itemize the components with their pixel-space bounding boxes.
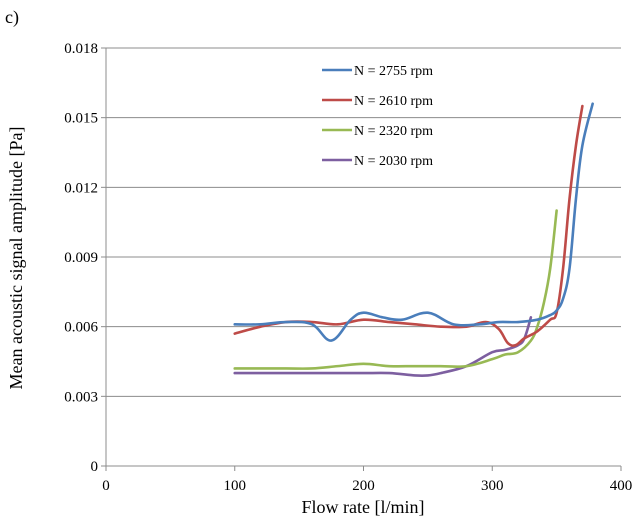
series-line-n-2610-rpm <box>233 104 584 347</box>
series-lines <box>233 102 594 378</box>
y-tick-label: 0 <box>91 459 99 475</box>
x-tick-label: 0 <box>102 478 110 494</box>
x-tick-label: 200 <box>352 478 375 494</box>
panel-label: c) <box>5 7 19 28</box>
y-tick-label: 0.006 <box>64 320 98 336</box>
legend-label-n-2755-rpm: N = 2755 rpm <box>354 64 433 79</box>
tick-labels: 0 0.003 0.006 0.009 0.012 0.015 0.018 0 100 200 30… <box>64 41 632 494</box>
series-line-n-2320-rpm <box>233 209 558 370</box>
x-tick-label: 400 <box>610 478 633 494</box>
grid <box>106 47 621 397</box>
legend-label-n-2610-rpm: N = 2610 rpm <box>354 94 433 109</box>
legend: N = 2755 rpm N = 2610 rpm N = 2320 rpm N = … <box>322 64 433 169</box>
legend-label-n-2320-rpm: N = 2320 rpm <box>354 124 433 139</box>
y-tick-label: 0.015 <box>64 111 98 127</box>
series-line-n-2755-rpm <box>233 102 594 342</box>
y-axis-title: Mean acoustic signal amplitude [Pa] <box>6 127 26 390</box>
y-tick-label: 0.009 <box>64 250 98 266</box>
y-tick-label: 0.012 <box>64 180 98 196</box>
legend-label-n-2030-rpm: N = 2030 rpm <box>354 154 433 169</box>
series-line-n-2030-rpm <box>233 316 533 378</box>
x-tick-label: 300 <box>481 478 504 494</box>
x-tick-label: 100 <box>224 478 247 494</box>
y-tick-label: 0.018 <box>64 41 98 57</box>
axes <box>101 47 622 471</box>
y-tick-label: 0.003 <box>64 389 98 405</box>
x-axis-title: Flow rate [l/min] <box>302 497 425 517</box>
